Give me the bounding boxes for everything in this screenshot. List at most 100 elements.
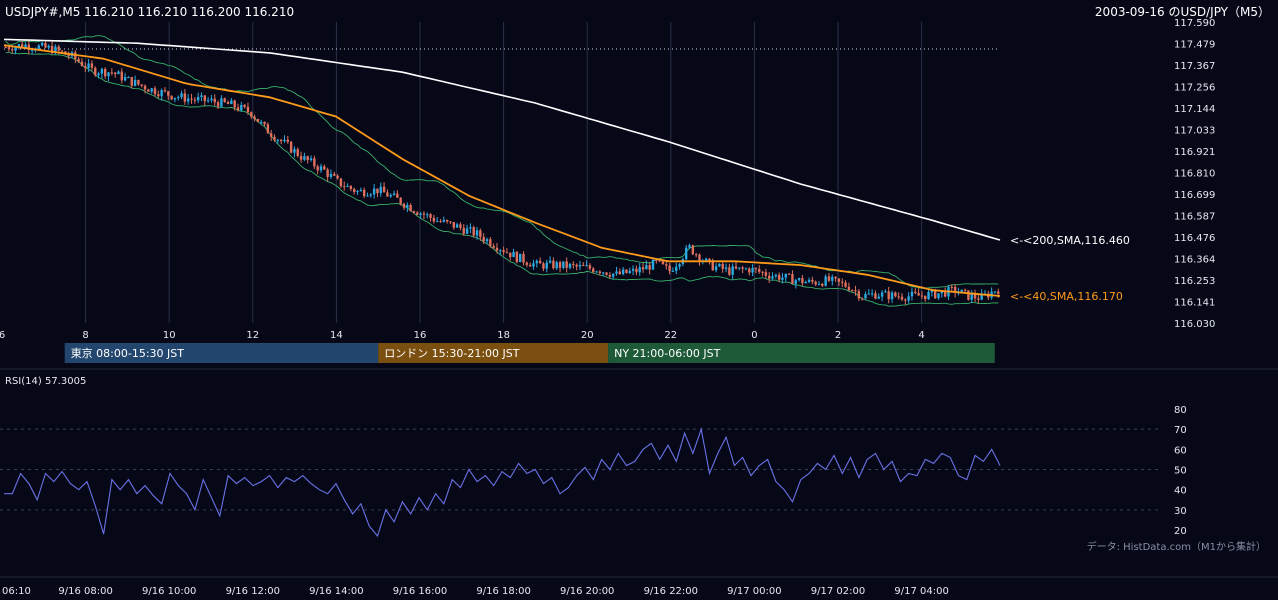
candle-down (754, 267, 758, 270)
candle-down (343, 186, 346, 188)
candle-down (157, 94, 160, 97)
candle-down (542, 263, 545, 269)
candle-down (416, 212, 419, 215)
candle-down (525, 262, 529, 265)
candle-down (223, 98, 226, 102)
rsi-y-tick-label: 30 (1174, 506, 1187, 517)
candle-up (47, 45, 50, 48)
candle-up (937, 293, 940, 299)
candle-up (206, 100, 210, 102)
candle-up (578, 264, 582, 267)
rsi-line (4, 427, 1001, 538)
candle-down (130, 77, 133, 86)
candle-down (721, 263, 724, 269)
y-tick-label: 116.476 (1174, 233, 1215, 244)
candle-down (934, 289, 937, 299)
candle-down (814, 281, 817, 285)
candle-up (230, 100, 233, 105)
candle-up (824, 276, 827, 286)
candle-up (645, 265, 648, 270)
ma-labels: <-<40,SMA,116.170 <-<200,SMA,116.460 (1010, 234, 1130, 303)
candle-down (270, 133, 273, 137)
candle-down (4, 47, 7, 49)
candle-down (273, 136, 276, 141)
candle-down (811, 279, 814, 282)
candle-down (741, 267, 744, 269)
sma-40-line (3, 44, 1001, 297)
candle-up (890, 292, 894, 300)
candle-down (764, 272, 768, 276)
candle-up (960, 289, 963, 293)
candle-down (216, 102, 220, 107)
candle-up (731, 266, 734, 275)
candle-up (303, 156, 306, 160)
candle-down (452, 222, 455, 228)
candle-down (236, 107, 240, 111)
candle-down (21, 44, 24, 49)
candle-down (851, 290, 854, 292)
candle-down (402, 203, 406, 208)
candle-up (260, 121, 263, 123)
candle-up (867, 293, 870, 295)
bollinger-lower (5, 51, 999, 307)
y-tick-label: 116.921 (1174, 147, 1215, 158)
candle-down (84, 66, 87, 68)
candle-down (299, 156, 303, 160)
time-tick-label: 9/16 22:00 (644, 586, 698, 597)
candle-down (339, 178, 343, 187)
candle-down (183, 93, 187, 102)
candle-up (751, 267, 754, 273)
y-tick-label: 117.033 (1174, 125, 1215, 136)
candle-up (784, 273, 787, 278)
candle-down (582, 264, 585, 266)
candle-up (907, 296, 910, 301)
candle-down (635, 268, 638, 273)
candle-down (509, 252, 512, 258)
rsi-line-path (4, 427, 1001, 538)
candle-up (724, 267, 728, 269)
y-tick-label: 116.141 (1174, 298, 1215, 309)
candle-down (67, 54, 70, 57)
time-tick-label: 9/16 18:00 (476, 586, 530, 597)
candle-up (309, 158, 313, 161)
x-tick-label: 0 (751, 330, 757, 341)
candle-up (30, 49, 34, 51)
candle-up (678, 264, 681, 267)
candle-down (592, 268, 595, 273)
candle-up (585, 265, 588, 267)
candle-down (445, 219, 449, 222)
candle-down (147, 89, 150, 92)
candle-up (160, 90, 163, 97)
candle-up (535, 260, 538, 264)
candle-up (276, 139, 280, 141)
candle-up (54, 46, 57, 54)
candle-up (548, 260, 552, 263)
candle-down (489, 239, 492, 246)
candle-down (528, 264, 532, 267)
candle-down (565, 261, 568, 268)
candle-up (177, 97, 180, 99)
rsi-y-tick-label: 80 (1174, 405, 1187, 416)
session-block (378, 343, 609, 363)
candle-down (213, 98, 216, 103)
candle-down (279, 139, 283, 142)
candle-down (362, 189, 366, 196)
candle-up (389, 195, 392, 197)
candle-down (641, 267, 645, 270)
candle-up (133, 79, 137, 86)
candle-up (123, 77, 127, 81)
candle-down (777, 274, 781, 280)
candle-down (286, 139, 289, 142)
candle-down (449, 221, 452, 223)
candle-down (190, 98, 193, 100)
candle-down (120, 71, 123, 81)
sma-40-label: <-<40,SMA,116.170 (1010, 290, 1123, 303)
candle-down (382, 186, 386, 193)
candle-down (834, 276, 837, 279)
session-label: 東京 08:00-15:30 JST (71, 346, 185, 360)
candle-down (333, 173, 336, 176)
y-tick-label: 116.587 (1174, 212, 1215, 223)
candle-up (187, 98, 190, 102)
candle-down (894, 292, 897, 297)
